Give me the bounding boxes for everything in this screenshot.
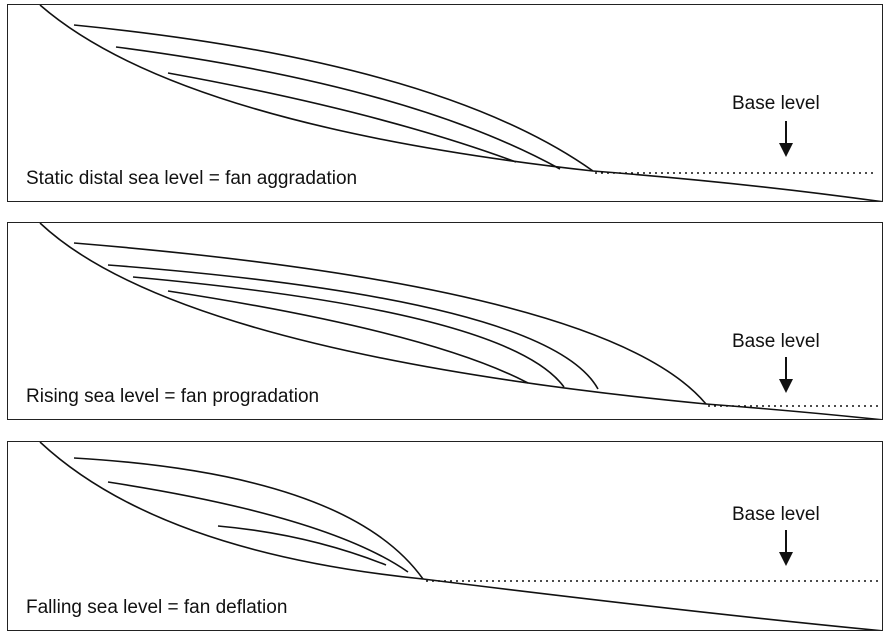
panel-rising-sea-level: Base level Rising sea level = fan progra… [7, 222, 883, 420]
fan-layer-2 [107, 264, 599, 390]
down-arrow-icon [779, 357, 793, 393]
fan-aggradation-diagram [39, 5, 882, 201]
basement-profile [39, 442, 882, 630]
fan-layer-3 [167, 72, 517, 163]
base-level-label: Base level [732, 504, 820, 525]
fan-layer-3 [132, 276, 565, 388]
down-arrow-icon [779, 530, 793, 566]
fan-layer-1 [73, 24, 594, 172]
down-arrow-icon [779, 121, 793, 157]
basement-profile [39, 223, 882, 419]
fan-layer-3 [217, 525, 387, 566]
panel-falling-sea-level: Base level Falling sea level = fan defla… [7, 441, 883, 631]
panel-caption: Falling sea level = fan deflation [26, 597, 288, 618]
fan-progradation-diagram [39, 223, 882, 419]
panel-caption: Static distal sea level = fan aggradatio… [26, 168, 358, 189]
fan-layer-1 [73, 457, 424, 580]
panel-caption: Rising sea level = fan progradation [26, 386, 320, 407]
base-level-label: Base level [732, 331, 820, 352]
fan-layer-2 [107, 481, 409, 573]
fan-layer-1 [73, 242, 707, 405]
base-level-label: Base level [732, 93, 820, 114]
fan-deflation-diagram [39, 442, 882, 630]
panel-static-sea-level: Base level Static distal sea level = fan… [7, 4, 883, 202]
fan-layer-4 [167, 290, 529, 384]
fan-layer-2 [115, 46, 561, 170]
